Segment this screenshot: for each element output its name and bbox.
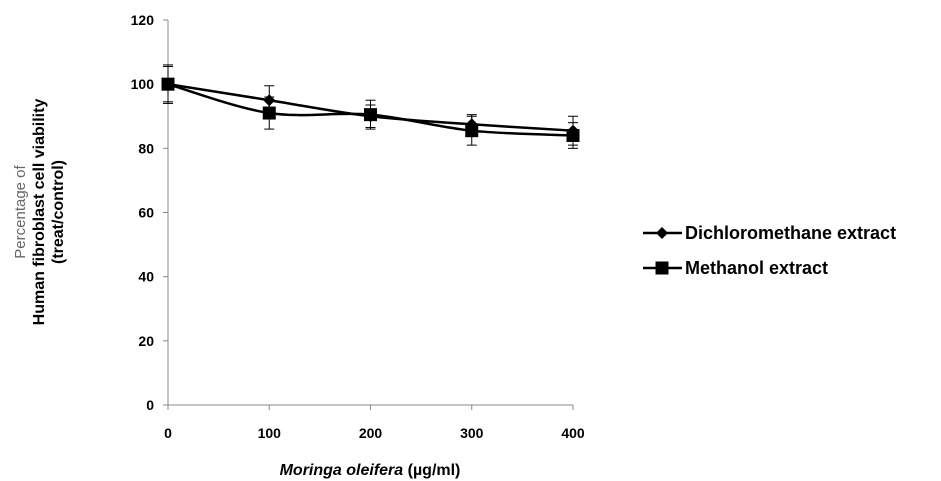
- x-tick-label: 300: [460, 425, 484, 441]
- y-tick-label: 20: [138, 333, 154, 349]
- series-2: [161, 64, 580, 149]
- y-tick-label: 60: [138, 205, 154, 221]
- y-tick-label: 0: [146, 397, 154, 413]
- x-axis-label-unit: (µg/ml): [403, 462, 460, 479]
- x-tick-label: 200: [359, 425, 383, 441]
- y-axis-label-line-2: Human fibroblast cell viability: [31, 99, 48, 326]
- data-point-square: [465, 124, 479, 138]
- data-point-square: [364, 108, 377, 122]
- data-point-square: [161, 77, 175, 91]
- y-axis-label: Percentage of: [12, 164, 29, 258]
- legend-label: Methanol extract: [685, 258, 828, 278]
- y-axis-label-line-3: (treat/control): [50, 160, 67, 264]
- x-tick-label: 400: [561, 425, 585, 441]
- legend: Dichloromethane extract Methanol extract: [643, 223, 896, 278]
- plot-area: [167, 20, 573, 406]
- y-tick-label: 40: [138, 269, 154, 285]
- x-tick-label: 100: [258, 425, 282, 441]
- y-tick-label: 100: [131, 76, 155, 92]
- series-group: [161, 64, 580, 149]
- data-point-square: [566, 129, 580, 142]
- data-point-square: [262, 106, 276, 120]
- x-axis-label: Moringa oleifera (µg/ml): [280, 462, 461, 479]
- x-axis-label-species: Moringa oleifera: [280, 462, 404, 479]
- legend-label: Dichloromethane extract: [685, 223, 896, 243]
- y-tick-label: 120: [131, 12, 155, 28]
- legend-marker-diamond: [656, 227, 668, 239]
- y-tick-label: 80: [138, 140, 154, 156]
- y-axis-ticks: 0 20 40 60 80 100 120: [131, 12, 168, 413]
- x-axis-ticks: 0 100 200 300 400: [164, 405, 585, 441]
- legend-item-2: Methanol extract: [643, 258, 828, 278]
- y-axis-label-line-1: Percentage of: [12, 164, 29, 258]
- x-tick-label: 0: [164, 425, 172, 441]
- legend-marker-square: [655, 261, 669, 275]
- legend-item-1: Dichloromethane extract: [643, 223, 896, 243]
